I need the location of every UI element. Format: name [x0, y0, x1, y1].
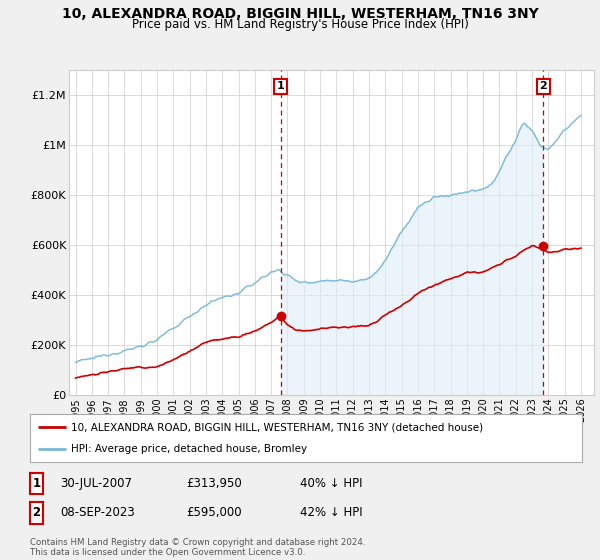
Text: 42% ↓ HPI: 42% ↓ HPI [300, 506, 362, 520]
Text: 08-SEP-2023: 08-SEP-2023 [60, 506, 135, 520]
Text: £313,950: £313,950 [186, 477, 242, 490]
Text: 1: 1 [277, 81, 284, 91]
Text: 1: 1 [32, 477, 41, 490]
Text: 10, ALEXANDRA ROAD, BIGGIN HILL, WESTERHAM, TN16 3NY (detached house): 10, ALEXANDRA ROAD, BIGGIN HILL, WESTERH… [71, 422, 484, 432]
Text: £595,000: £595,000 [186, 506, 242, 520]
Text: Contains HM Land Registry data © Crown copyright and database right 2024.
This d: Contains HM Land Registry data © Crown c… [30, 538, 365, 557]
Text: 2: 2 [32, 506, 41, 520]
Text: 10, ALEXANDRA ROAD, BIGGIN HILL, WESTERHAM, TN16 3NY: 10, ALEXANDRA ROAD, BIGGIN HILL, WESTERH… [62, 7, 538, 21]
Text: HPI: Average price, detached house, Bromley: HPI: Average price, detached house, Brom… [71, 444, 308, 454]
Text: 40% ↓ HPI: 40% ↓ HPI [300, 477, 362, 490]
Text: Price paid vs. HM Land Registry's House Price Index (HPI): Price paid vs. HM Land Registry's House … [131, 18, 469, 31]
Text: 30-JUL-2007: 30-JUL-2007 [60, 477, 132, 490]
Text: 2: 2 [539, 81, 547, 91]
